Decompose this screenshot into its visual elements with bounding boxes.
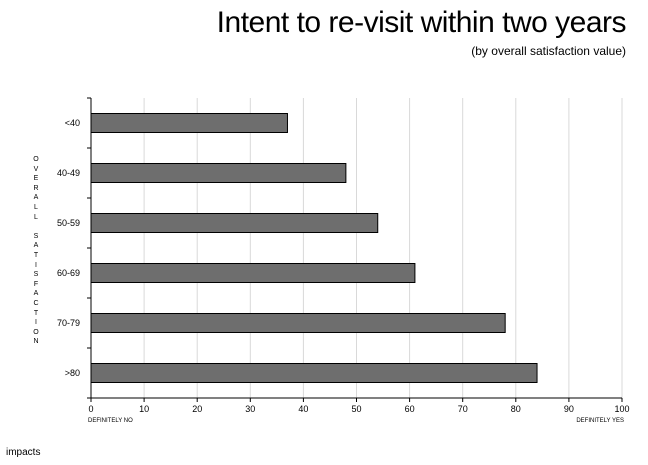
x-tick-label: 50 xyxy=(351,404,361,414)
y-tick-label: <40 xyxy=(65,118,80,128)
x-tick-label: 30 xyxy=(245,404,255,414)
gridlines xyxy=(143,98,623,398)
y-tick-labels: <40 40-49 50-59 60-69 70-79 >80 xyxy=(57,118,80,378)
y-tick-label: 70-79 xyxy=(57,318,80,328)
bars xyxy=(90,113,538,383)
x-tick-label: 40 xyxy=(298,404,308,414)
y-tick-label: 50-59 xyxy=(57,218,80,228)
chart-title: Intent to re-visit within two years xyxy=(216,6,627,39)
y-axis-label: O V E R A L L S A T I S F A C T I O N xyxy=(33,156,39,346)
x-tick-label: 60 xyxy=(405,404,415,414)
chart-subtitle: (by overall satisfaction value) xyxy=(471,44,626,58)
x-end-label-left: DEFINITELY NO xyxy=(88,418,133,424)
axes xyxy=(87,97,623,402)
x-tick-label: 100 xyxy=(614,404,629,414)
x-tick-label: 70 xyxy=(458,404,468,414)
bar-5 xyxy=(90,363,538,383)
x-end-label-right: DEFINITELY YES xyxy=(576,418,624,424)
bar-0 xyxy=(90,113,288,133)
bar-2 xyxy=(90,213,379,233)
y-tick-label: >80 xyxy=(65,368,80,378)
x-tick-label: 0 xyxy=(88,404,93,414)
x-tick-label: 80 xyxy=(511,404,521,414)
bar-3 xyxy=(90,263,416,283)
bar-4 xyxy=(90,313,506,333)
y-tick-label: 40-49 xyxy=(57,168,80,178)
y-tick-label: 60-69 xyxy=(57,268,80,278)
x-tick-labels: 0 10 20 30 40 50 60 70 80 90 100 xyxy=(88,404,629,414)
x-tick-label: 90 xyxy=(564,404,574,414)
x-tick-label: 20 xyxy=(192,404,202,414)
bar-1 xyxy=(90,163,347,183)
x-tick-label: 10 xyxy=(139,404,149,414)
impacts-logo: impacts xyxy=(6,447,40,458)
logo-text: impacts xyxy=(6,447,41,458)
